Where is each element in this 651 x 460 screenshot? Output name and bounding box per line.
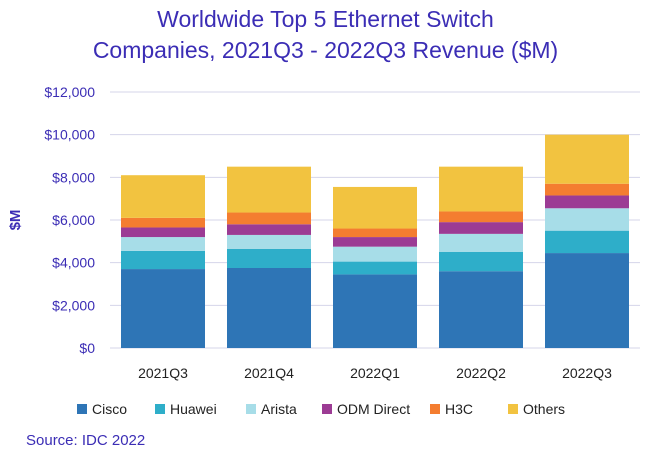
- bar-segment-arista: [333, 246, 417, 262]
- bar-segment-odm-direct: [227, 224, 311, 235]
- bar-segment-others: [545, 134, 629, 184]
- bar-segment-others: [227, 166, 311, 213]
- bar-segment-h3c: [439, 211, 523, 223]
- legend-swatch: [155, 404, 165, 414]
- y-tick-label: $0: [79, 340, 95, 356]
- y-tick-label: $6,000: [52, 212, 95, 228]
- bar-segment-huawei: [439, 252, 523, 272]
- x-tick-label: 2022Q1: [350, 365, 400, 381]
- x-tick-label: 2022Q2: [456, 365, 506, 381]
- bar-segment-odm-direct: [333, 237, 417, 247]
- bar-segment-cisco: [227, 268, 311, 348]
- legend-label: Huawei: [170, 401, 217, 417]
- source-note: Source: IDC 2022: [26, 432, 146, 449]
- legend-label: Arista: [261, 401, 297, 417]
- legend-swatch: [508, 404, 518, 414]
- x-axis-tick-labels: 2021Q3 2021Q4 2022Q1 2022Q2 2022Q3: [138, 365, 612, 381]
- bar-segment-others: [333, 186, 417, 229]
- bar-segment-arista: [545, 208, 629, 231]
- bar-segment-h3c: [333, 228, 417, 238]
- y-axis-tick-labels: $0 $2,000 $4,000 $6,000 $8,000 $10,000 $12,000: [44, 84, 95, 356]
- y-axis-label: $M: [7, 210, 24, 231]
- legend-label: H3C: [445, 401, 473, 417]
- chart-title: Worldwide Top 5 Ethernet Switch Companie…: [0, 4, 651, 66]
- legend: Cisco Huawei Arista ODM Direct H3C Others: [77, 401, 565, 417]
- y-tick-label: $8,000: [52, 169, 95, 185]
- bar-segment-arista: [227, 234, 311, 249]
- bar-segment-h3c: [121, 217, 205, 228]
- bar-segment-huawei: [333, 261, 417, 275]
- bar-segment-others: [439, 166, 523, 212]
- x-tick-label: 2021Q4: [244, 365, 294, 381]
- chart-title-line-1: Worldwide Top 5 Ethernet Switch: [157, 6, 494, 32]
- bar-segment-huawei: [545, 230, 629, 254]
- legend-label: Cisco: [92, 401, 127, 417]
- bar-segment-cisco: [121, 269, 205, 348]
- bar-segment-arista: [439, 233, 523, 252]
- y-tick-label: $4,000: [52, 255, 95, 271]
- y-tick-label: $10,000: [44, 127, 95, 143]
- legend-swatch: [430, 404, 440, 414]
- bar-segment-cisco: [333, 274, 417, 348]
- legend-label: ODM Direct: [337, 401, 410, 417]
- bar-segment-odm-direct: [545, 195, 629, 209]
- y-tick-label: $12,000: [44, 84, 95, 100]
- bar-segment-odm-direct: [121, 227, 205, 238]
- bar-segment-cisco: [545, 253, 629, 348]
- bar-segment-h3c: [227, 212, 311, 225]
- bar-segment-others: [121, 175, 205, 218]
- bar-segment-odm-direct: [439, 222, 523, 234]
- legend-swatch: [77, 404, 87, 414]
- legend-label: Others: [523, 401, 565, 417]
- y-tick-label: $2,000: [52, 297, 95, 313]
- x-tick-label: 2021Q3: [138, 365, 188, 381]
- x-tick-label: 2022Q3: [562, 365, 612, 381]
- bar-segment-cisco: [439, 271, 523, 348]
- bar-segment-h3c: [545, 183, 629, 196]
- chart-title-line-2: Companies, 2021Q3 - 2022Q3 Revenue ($M): [92, 37, 559, 63]
- bar-segment-arista: [121, 237, 205, 251]
- bars: [121, 134, 629, 348]
- bar-segment-huawei: [121, 250, 205, 270]
- legend-swatch: [322, 404, 332, 414]
- legend-swatch: [246, 404, 256, 414]
- bar-segment-huawei: [227, 248, 311, 268]
